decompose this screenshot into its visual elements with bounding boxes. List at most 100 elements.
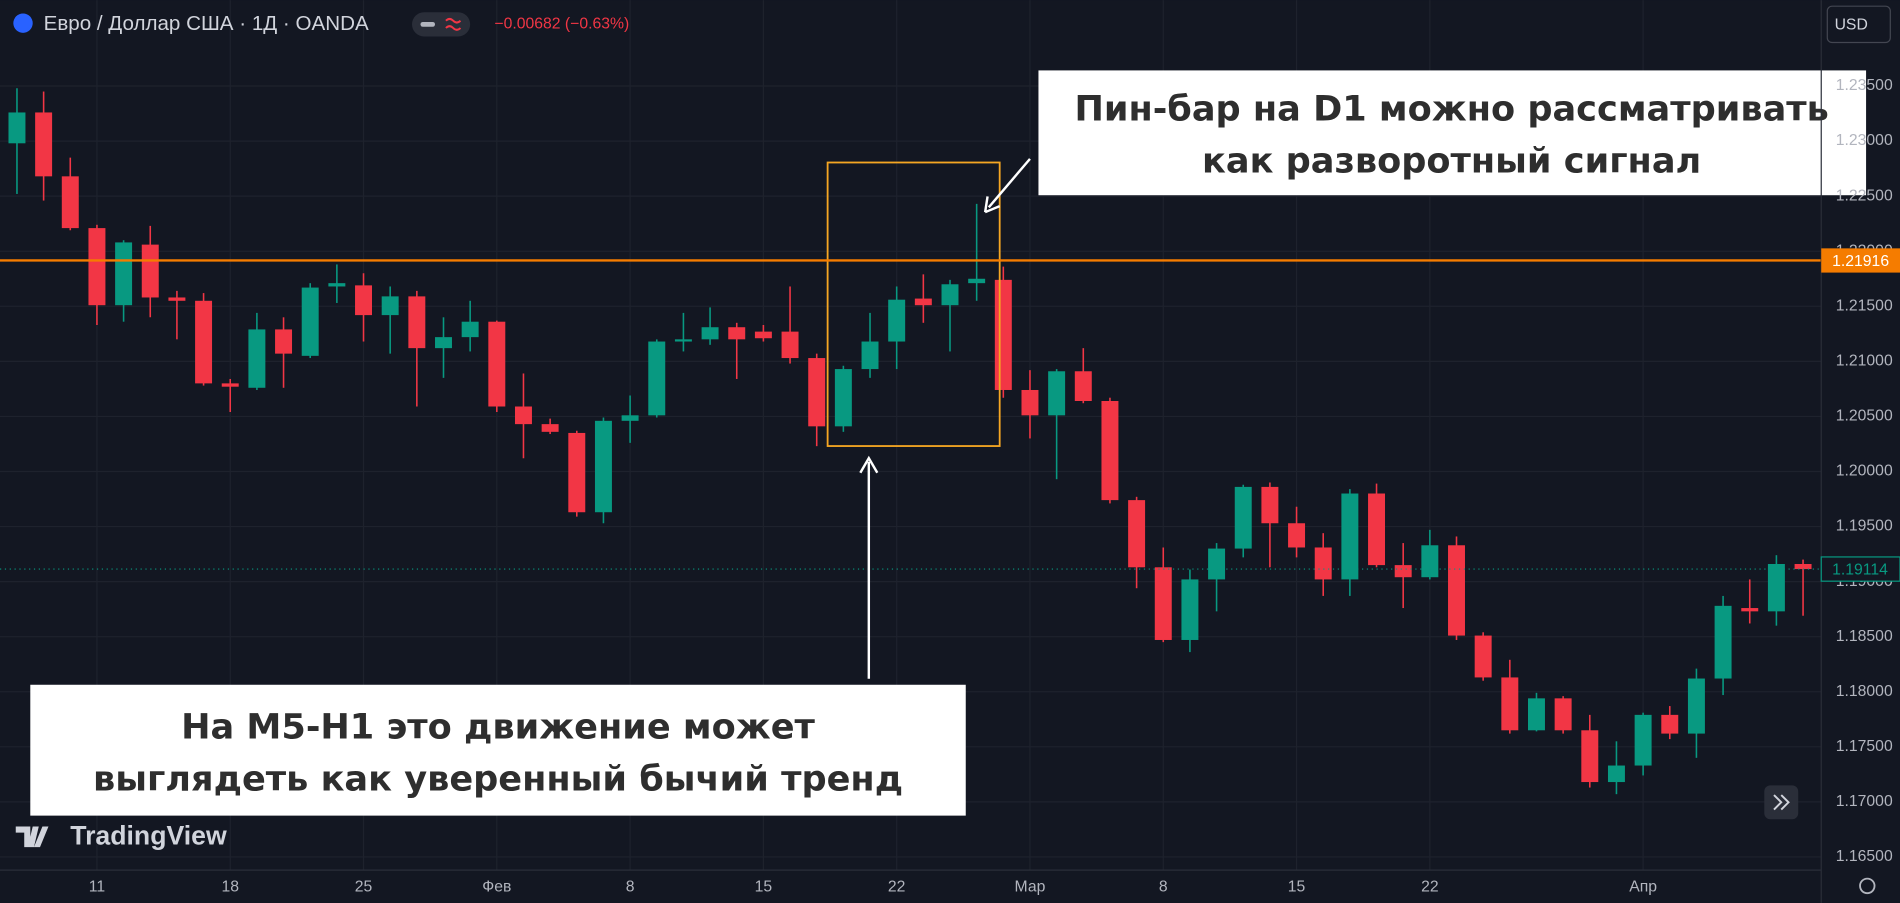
candle-body xyxy=(968,278,986,284)
level-label: 1.21916 xyxy=(1832,253,1889,270)
candle-body xyxy=(275,329,293,354)
candle-body xyxy=(1794,563,1812,570)
x-tick-label: 15 xyxy=(755,878,773,895)
candle-body xyxy=(914,298,932,306)
candle-body xyxy=(1448,545,1465,636)
candle-body xyxy=(221,383,239,387)
x-tick-label: Фев xyxy=(482,878,511,895)
currency-label[interactable]: USD xyxy=(1835,17,1868,34)
y-tick-label: 1.22500 xyxy=(1836,187,1893,204)
candle-body xyxy=(61,176,79,229)
candle-body xyxy=(1527,698,1545,731)
candle-body xyxy=(1661,714,1679,734)
y-tick-label: 1.23000 xyxy=(1836,132,1893,149)
x-tick-label: 22 xyxy=(888,878,906,895)
x-tick-label: Апр xyxy=(1629,878,1657,895)
annotation-text: как разворотный сигнал xyxy=(1202,141,1701,182)
y-tick-label: 1.23500 xyxy=(1836,77,1893,94)
candle-body xyxy=(594,420,612,513)
candle-body xyxy=(701,327,719,340)
x-tick-label: Мар xyxy=(1015,878,1046,895)
candle-body xyxy=(1341,493,1359,580)
candle-body xyxy=(381,296,399,316)
candle-body xyxy=(1261,486,1279,524)
candle-body xyxy=(248,329,266,388)
candle-body xyxy=(541,424,559,432)
candle-body xyxy=(1101,401,1119,501)
candle-body xyxy=(754,331,772,339)
candle-body xyxy=(408,296,426,349)
candle-body xyxy=(1741,608,1759,612)
candle-body xyxy=(1128,500,1146,568)
candle-body xyxy=(834,369,852,427)
candle-body xyxy=(1394,565,1412,578)
y-tick-label: 1.21500 xyxy=(1836,297,1893,314)
logo-icon xyxy=(15,826,49,848)
y-tick-label: 1.17500 xyxy=(1836,738,1893,755)
y-tick-label: 1.16500 xyxy=(1836,848,1893,865)
y-tick-label: 1.20500 xyxy=(1836,408,1893,425)
candle-body xyxy=(1288,523,1306,548)
y-tick-label: 1.21000 xyxy=(1836,353,1893,370)
candle-body xyxy=(1767,563,1785,612)
candle-body xyxy=(1021,389,1039,416)
candle-body xyxy=(1554,698,1572,731)
candle-body xyxy=(1607,765,1625,783)
y-tick-label: 1.19500 xyxy=(1836,518,1893,535)
status-icon xyxy=(420,21,436,27)
x-tick-label: 25 xyxy=(355,878,373,895)
candle-body xyxy=(435,337,452,349)
candle-body xyxy=(808,358,826,427)
candle-body xyxy=(195,300,213,384)
candle-body xyxy=(621,415,639,421)
candle-body xyxy=(1181,579,1199,640)
candle-body xyxy=(568,432,586,513)
candle-body xyxy=(1634,714,1652,766)
annotation-text: Пин-бар на D1 можно рассматривать xyxy=(1074,88,1828,129)
annotation-box xyxy=(30,684,966,816)
y-tick-label: 1.18500 xyxy=(1836,628,1893,645)
x-tick-label: 22 xyxy=(1421,878,1439,895)
candle-body xyxy=(488,321,506,407)
symbol-icon xyxy=(13,13,33,33)
x-tick-label: 18 xyxy=(221,878,239,895)
x-tick-label: 8 xyxy=(1159,878,1168,895)
candle-body xyxy=(861,341,879,370)
candle-body xyxy=(994,279,1012,390)
arrow-head xyxy=(859,455,879,474)
candles xyxy=(8,88,1812,795)
candle-body xyxy=(674,339,692,342)
currency-button[interactable] xyxy=(1826,5,1891,44)
candle-body xyxy=(1714,605,1732,679)
candle-body xyxy=(514,406,532,425)
candle-body xyxy=(1314,547,1332,580)
y-tick-label: 1.17000 xyxy=(1836,793,1893,810)
candle-body xyxy=(1368,493,1386,566)
last-price-bg xyxy=(1820,556,1900,582)
y-tick-label: 1.18000 xyxy=(1836,683,1893,700)
arrow xyxy=(987,158,1031,209)
candle-body xyxy=(115,242,133,306)
highlight-box xyxy=(826,161,1001,447)
candle-body xyxy=(168,297,186,301)
candle-body xyxy=(1474,635,1492,678)
candle-body xyxy=(781,331,799,359)
candle-body xyxy=(1234,486,1252,549)
candle-body xyxy=(1687,678,1705,734)
arrow-head xyxy=(983,196,1001,214)
candle-body xyxy=(1048,371,1066,416)
candle-body xyxy=(461,321,479,338)
candle-body xyxy=(1501,677,1519,731)
candle-body xyxy=(1154,567,1172,640)
candle-body xyxy=(1421,545,1439,578)
watermark: TradingView xyxy=(70,820,227,850)
last-price-label: 1.19114 xyxy=(1832,561,1888,578)
symbol-title[interactable]: Евро / Доллар США · 1Д · OANDA xyxy=(44,12,369,35)
candle-body xyxy=(941,284,959,306)
y-tick-label: 1.20000 xyxy=(1836,463,1893,480)
settings-icon[interactable] xyxy=(1859,877,1876,895)
overlay xyxy=(0,259,1822,570)
candle-body xyxy=(1581,730,1599,783)
candle-body xyxy=(88,228,106,306)
